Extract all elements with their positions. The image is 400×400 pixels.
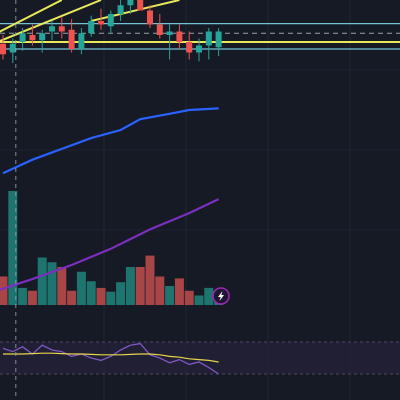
candle-body bbox=[156, 24, 163, 35]
ma-purple-line bbox=[0, 198, 220, 291]
rsi-line bbox=[2, 342, 219, 375]
candle-body bbox=[29, 35, 36, 41]
volume-bar bbox=[37, 257, 47, 305]
candle-body bbox=[205, 31, 212, 46]
candle-body bbox=[107, 14, 114, 27]
volume-bar bbox=[116, 282, 126, 305]
volume-bar bbox=[155, 276, 165, 305]
volume-bar bbox=[47, 262, 57, 305]
moving-averages bbox=[0, 107, 220, 291]
candle bbox=[186, 31, 193, 60]
candle bbox=[58, 17, 65, 39]
volume-bar bbox=[145, 255, 155, 305]
candle bbox=[117, 0, 124, 21]
volume-bar bbox=[27, 290, 37, 305]
candle-body bbox=[88, 21, 95, 34]
ma-blue-line bbox=[2, 107, 219, 175]
candle-body bbox=[127, 0, 134, 6]
candle bbox=[176, 24, 183, 49]
candle bbox=[215, 28, 222, 56]
volume-bar bbox=[8, 191, 18, 305]
volume-bar bbox=[106, 291, 116, 305]
volume-bar bbox=[135, 267, 145, 305]
volume-bar bbox=[194, 295, 204, 305]
price-candles bbox=[0, 0, 222, 63]
candle-body bbox=[68, 29, 75, 49]
volume-bar bbox=[125, 267, 135, 305]
candle-body bbox=[58, 26, 65, 32]
volume-bar bbox=[18, 287, 28, 305]
candle bbox=[156, 14, 163, 39]
trend-line[interactable] bbox=[0, 0, 102, 44]
lightning-bolt-icon bbox=[218, 291, 224, 301]
candle bbox=[166, 24, 173, 60]
volume-bar bbox=[204, 287, 214, 305]
candle bbox=[78, 28, 85, 55]
volume-bar bbox=[67, 290, 77, 305]
candle bbox=[137, 0, 144, 11]
candle bbox=[107, 10, 114, 34]
candle bbox=[49, 21, 55, 41]
candle-body bbox=[19, 33, 26, 42]
candle-body bbox=[117, 5, 124, 14]
candle-body bbox=[0, 43, 6, 55]
volume-bar bbox=[76, 271, 86, 305]
volume-bar bbox=[96, 287, 106, 305]
trend-line[interactable] bbox=[90, 0, 180, 22]
candle-body bbox=[215, 31, 222, 48]
candle-body bbox=[137, 0, 144, 11]
candle bbox=[98, 8, 104, 30]
candle-body bbox=[98, 21, 104, 25]
candle-body bbox=[166, 31, 173, 35]
candle-body bbox=[78, 33, 85, 49]
candle bbox=[127, 0, 134, 14]
candle bbox=[205, 28, 212, 60]
alert-icon-group[interactable] bbox=[212, 287, 230, 305]
candle-body bbox=[196, 45, 202, 53]
candle bbox=[88, 15, 95, 37]
candle-body bbox=[9, 43, 16, 53]
candle bbox=[147, 5, 153, 28]
candle bbox=[0, 35, 6, 60]
candle bbox=[29, 24, 36, 46]
rsi-band bbox=[0, 342, 400, 374]
volume-bar bbox=[165, 286, 175, 305]
candle-body bbox=[39, 33, 46, 41]
volume-bar bbox=[184, 290, 194, 305]
candle bbox=[9, 38, 16, 63]
volume-bar bbox=[57, 267, 67, 305]
candle bbox=[19, 28, 26, 51]
candle-body bbox=[147, 10, 153, 25]
rsi-pane bbox=[0, 341, 400, 375]
candle bbox=[68, 19, 75, 53]
volume-pane bbox=[0, 191, 224, 305]
trend-line[interactable] bbox=[0, 0, 63, 35]
rsi-signal-line bbox=[3, 352, 219, 363]
volume-bar bbox=[86, 281, 96, 305]
candle bbox=[39, 29, 46, 53]
candle-body bbox=[176, 31, 183, 42]
volume-bar bbox=[0, 276, 8, 305]
trend-lines[interactable] bbox=[0, 0, 180, 44]
candle bbox=[196, 38, 202, 62]
volume-bar bbox=[174, 278, 184, 305]
candle-body bbox=[49, 26, 55, 32]
lightning-bolt-icon[interactable] bbox=[212, 287, 230, 305]
candle-body bbox=[186, 42, 193, 53]
